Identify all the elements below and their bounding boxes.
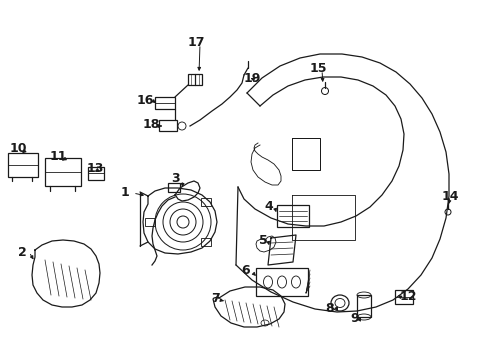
Text: 6: 6 <box>241 265 250 278</box>
Bar <box>155 97 175 109</box>
Bar <box>201 238 211 246</box>
Bar <box>394 290 412 304</box>
Text: 10: 10 <box>9 141 27 154</box>
Bar <box>276 205 308 227</box>
Text: 15: 15 <box>308 62 326 75</box>
Text: 18: 18 <box>142 118 160 131</box>
Text: 1: 1 <box>121 186 129 199</box>
Text: 7: 7 <box>210 292 219 306</box>
Text: 13: 13 <box>86 162 103 175</box>
Text: 12: 12 <box>398 291 416 303</box>
Text: 17: 17 <box>187 36 204 49</box>
Bar <box>356 295 370 317</box>
Text: 9: 9 <box>350 311 359 324</box>
Bar <box>256 268 307 296</box>
Text: 16: 16 <box>136 94 153 107</box>
Bar <box>159 120 177 131</box>
Bar <box>168 183 180 192</box>
Text: 19: 19 <box>243 72 260 85</box>
Bar <box>45 158 81 186</box>
Text: 11: 11 <box>49 150 67 163</box>
Text: 2: 2 <box>18 246 26 258</box>
Text: 8: 8 <box>325 302 334 315</box>
Bar <box>145 218 155 226</box>
Bar <box>187 74 202 85</box>
Bar <box>201 198 211 206</box>
Text: 3: 3 <box>170 171 179 184</box>
Text: 14: 14 <box>440 190 458 203</box>
Text: 5: 5 <box>258 234 267 247</box>
Text: 4: 4 <box>264 201 273 213</box>
Bar <box>88 167 104 180</box>
